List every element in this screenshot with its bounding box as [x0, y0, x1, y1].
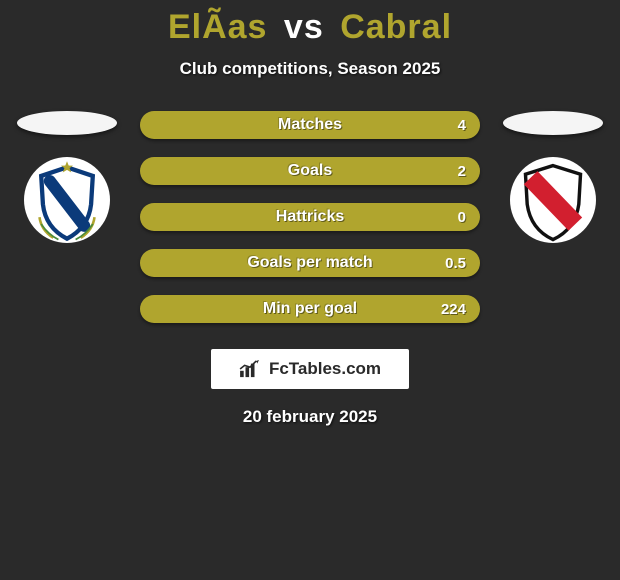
left-column: [12, 111, 122, 243]
source-badge-text: FcTables.com: [269, 359, 381, 379]
velez-crest-icon: [24, 157, 110, 243]
stat-bar-goals-per-match: Goals per match 0.5: [140, 249, 480, 277]
stat-label: Hattricks: [276, 208, 344, 226]
player-left-name: ElÃas: [168, 8, 268, 46]
footer: FcTables.com 20 february 2025: [211, 349, 409, 427]
left-player-placeholder: [17, 111, 117, 135]
stats-column: Matches 4 Goals 2 Hattricks 0 Goals per …: [140, 111, 480, 323]
stat-label: Goals: [288, 162, 332, 180]
stat-value: 4: [458, 117, 466, 134]
stat-bar-hattricks: Hattricks 0: [140, 203, 480, 231]
right-column: [498, 111, 608, 243]
stat-bar-goals: Goals 2: [140, 157, 480, 185]
bar-chart-icon: [239, 360, 261, 378]
stat-value: 2: [458, 163, 466, 180]
stat-label: Goals per match: [247, 254, 372, 272]
stat-value: 0: [458, 209, 466, 226]
stat-label: Matches: [278, 116, 342, 134]
comparison-card: ElÃas vs Cabral Club competitions, Seaso…: [0, 0, 620, 427]
right-player-placeholder: [503, 111, 603, 135]
subtitle: Club competitions, Season 2025: [180, 59, 441, 79]
player-right-name: Cabral: [340, 8, 452, 46]
stat-bar-min-per-goal: Min per goal 224: [140, 295, 480, 323]
vs-separator: vs: [284, 8, 324, 46]
source-badge[interactable]: FcTables.com: [211, 349, 409, 389]
left-club-crest: [24, 157, 110, 243]
stat-value: 0.5: [445, 255, 466, 272]
right-club-crest: [510, 157, 596, 243]
stat-label: Min per goal: [263, 300, 357, 318]
generation-date: 20 february 2025: [243, 407, 377, 427]
stat-value: 224: [441, 301, 466, 318]
independiente-crest-icon: [510, 157, 596, 243]
stat-bar-matches: Matches 4: [140, 111, 480, 139]
main-row: Matches 4 Goals 2 Hattricks 0 Goals per …: [0, 111, 620, 323]
page-title: ElÃas vs Cabral: [168, 8, 452, 47]
